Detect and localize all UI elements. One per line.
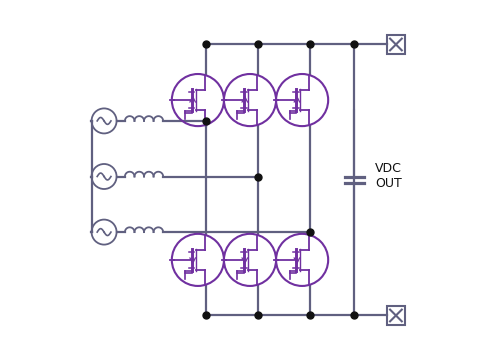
Text: VDC
OUT: VDC OUT (375, 162, 402, 191)
Bar (387, 306, 405, 324)
Bar (387, 35, 405, 54)
